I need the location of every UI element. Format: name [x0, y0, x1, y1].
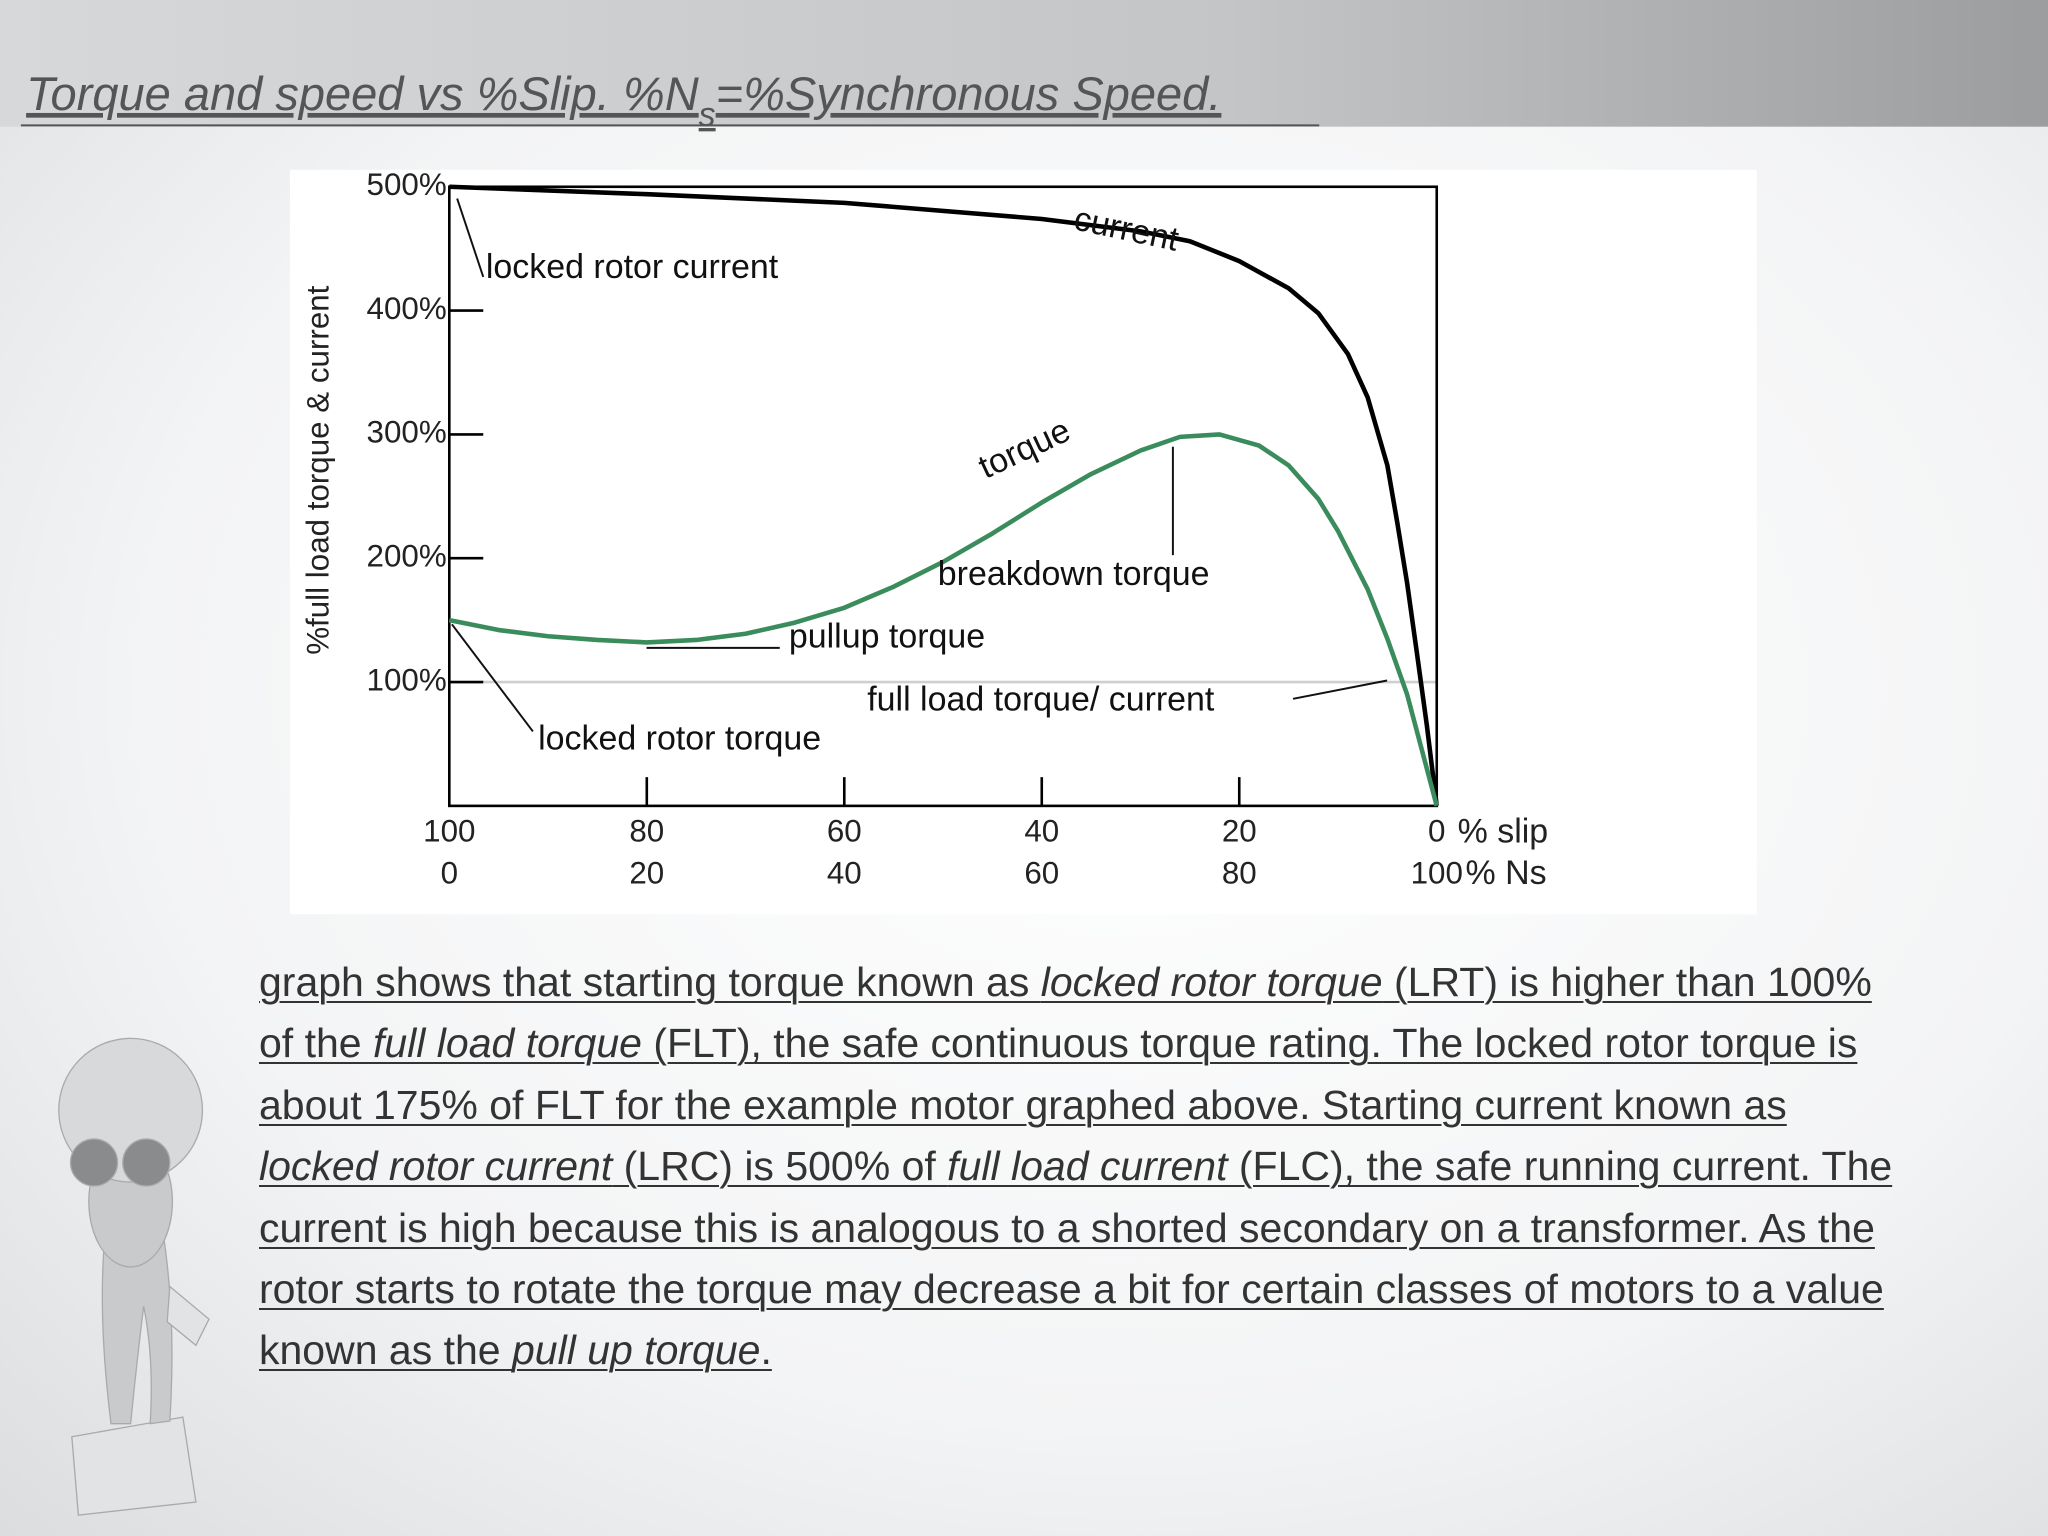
x-tick-label: 20: [1222, 814, 1257, 849]
title-part: Torque and speed vs %Slip. %N: [26, 67, 699, 120]
body-text: graph shows that starting torque known a…: [259, 952, 1899, 1382]
x-axis-label: % slip: [1458, 812, 1549, 850]
annotation-leader: [456, 198, 485, 278]
chart-background: [289, 169, 1757, 915]
x2-tick-label: 80: [1222, 855, 1257, 890]
x2-tick-label: 60: [1024, 855, 1059, 890]
y-axis-label: %full load torque & current: [300, 285, 335, 654]
body-emphasis: locked rotor current: [259, 1143, 613, 1190]
title-part: s: [699, 96, 716, 134]
body-segment: (LRT) is higher than 100% of the: [259, 959, 1872, 1067]
x2-tick-label: 0: [441, 855, 458, 890]
body-segment: (FLC), the safe running current. The cur…: [259, 1143, 1893, 1374]
plot-frame: [447, 185, 1439, 808]
body-emphasis: full load current: [947, 1143, 1228, 1190]
header-band: [0, 0, 2048, 127]
y-tick-label: 300%: [367, 415, 447, 450]
body-emphasis: full load torque: [372, 1020, 642, 1067]
title-part: =%Synchronous Speed.: [716, 67, 1222, 120]
body-segment: (LRC) is 500% of: [612, 1143, 948, 1190]
body-segment: graph shows that starting torque known a…: [259, 959, 1041, 1005]
annotation: locked rotor torque: [538, 720, 821, 758]
x-tick-label: 80: [629, 814, 664, 849]
x-tick-label: 40: [1024, 814, 1059, 849]
y-tick-label: 400%: [367, 291, 447, 326]
y-tick-label: 200%: [367, 539, 447, 574]
x2-axis-label: % Ns: [1465, 854, 1546, 892]
figure-illustration: [58, 1037, 210, 1516]
y-tick-label: 500%: [367, 167, 447, 202]
annotation: breakdown torque: [938, 555, 1210, 593]
annotation: full load torque/ current: [867, 680, 1215, 718]
series-line: [448, 432, 1439, 807]
body-segment: (FLT), the safe continuous torque rating…: [259, 1020, 1858, 1128]
annotation: locked rotor current: [486, 248, 779, 286]
y-tick-label: 100%: [367, 662, 447, 697]
body-emphasis: locked rotor torque: [1040, 959, 1383, 1005]
body-emphasis: pull up torque: [512, 1327, 761, 1374]
x-tick-label: 100: [423, 814, 475, 849]
x2-tick-label: 40: [827, 855, 862, 890]
x-tick-label: 0: [1428, 814, 1445, 849]
slide-title: Torque and speed vs %Slip. %Ns=%Synchron…: [26, 67, 1221, 134]
annotation-leader: [1292, 679, 1388, 700]
x2-tick-label: 100: [1411, 855, 1463, 890]
x-tick-label: 60: [827, 814, 862, 849]
body-segment: .: [760, 1327, 772, 1374]
annotation: pullup torque: [789, 618, 985, 656]
series-line: [449, 184, 1440, 807]
annotation-leader: [451, 623, 534, 733]
x2-tick-label: 20: [629, 855, 664, 890]
